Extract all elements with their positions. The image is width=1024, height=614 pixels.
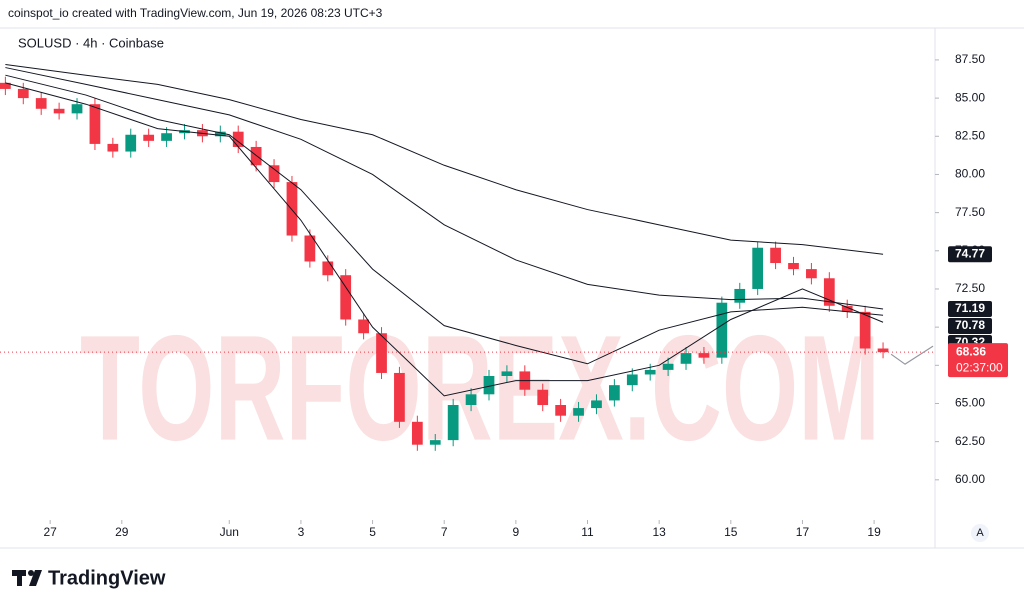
candle-body (877, 348, 889, 353)
header: coinspot_io created with TradingView.com… (8, 6, 383, 20)
y-tick-label: 65.00 (955, 396, 985, 410)
candle-body (35, 98, 47, 109)
candle-body (555, 405, 567, 416)
watermark: TORFOREX.COM (80, 304, 880, 472)
candle-body (0, 82, 11, 89)
candle-body (232, 131, 244, 147)
candle-body (501, 371, 513, 376)
x-tick-label: Jun (220, 525, 239, 539)
x-tick-label: 27 (43, 525, 57, 539)
candle-body (859, 311, 871, 349)
y-tick-label: 82.50 (955, 128, 985, 142)
candle-body (250, 146, 262, 166)
candle-body (143, 134, 155, 141)
candle-body (680, 353, 692, 364)
last-price-tag (948, 343, 1008, 378)
candle-body (17, 88, 29, 99)
candle-body (358, 319, 369, 334)
candle-body (770, 247, 781, 264)
candle-body (268, 165, 280, 183)
moving-average (5, 67, 884, 310)
x-tick-label: 7 (441, 525, 448, 539)
x-tick-label: 13 (652, 525, 666, 539)
price-tag (948, 300, 992, 317)
candle-body (411, 421, 423, 445)
x-tick-label: 11 (581, 525, 594, 539)
countdown: 02:37:00 (956, 360, 1003, 374)
y-tick-label: 60.00 (955, 472, 985, 486)
candle-body (376, 333, 387, 373)
x-tick-label: 3 (298, 525, 305, 539)
candle-body (806, 269, 817, 279)
candle-body (823, 278, 835, 306)
price-tag-label: 70.78 (955, 318, 985, 332)
logo-icon (12, 570, 42, 586)
price-tag-label: 74.77 (955, 246, 985, 260)
moving-average (5, 64, 884, 255)
candle-body (286, 182, 298, 236)
scale-button-label[interactable]: A (976, 527, 984, 539)
candle-body (322, 261, 334, 276)
price-tag-label: 71.19 (955, 301, 985, 315)
candle-body (483, 375, 495, 395)
candle-body (394, 372, 405, 422)
y-tick-label: 85.00 (955, 90, 985, 104)
projection-arrow (890, 345, 934, 365)
candle-body (304, 235, 316, 262)
candle-body (89, 104, 101, 144)
candle-body (429, 440, 441, 445)
x-tick-label: 17 (796, 525, 810, 539)
y-tick-label: 72.50 (955, 281, 985, 295)
y-tick-label: 87.50 (955, 52, 985, 66)
candle-body (447, 405, 459, 441)
candle-body (573, 408, 584, 416)
price-tag (948, 246, 992, 263)
y-tick-label: 80.00 (955, 167, 985, 181)
candle-body (107, 143, 119, 152)
candle-body (698, 353, 710, 358)
candle-body (125, 134, 137, 152)
candle-body (214, 131, 226, 137)
last-price-label: 68.36 (956, 344, 986, 358)
candle-body (644, 369, 656, 375)
candle-body (788, 263, 799, 270)
candle-body (53, 108, 65, 114)
x-tick-label: 19 (867, 525, 881, 539)
candle-body (537, 389, 549, 406)
x-tick-label: 5 (369, 525, 376, 539)
candle-body (465, 394, 477, 406)
footer-logo: TradingView (48, 567, 166, 589)
candle-body (340, 275, 352, 320)
x-tick-label: 15 (724, 525, 738, 539)
plot (0, 64, 935, 451)
candle-body (716, 302, 728, 358)
candle-body (161, 133, 172, 141)
y-tick-label: 62.50 (955, 434, 985, 448)
scale-button[interactable] (971, 524, 989, 542)
candle-body (841, 305, 853, 312)
moving-average (5, 74, 884, 365)
price-tag (948, 317, 992, 334)
candle-body (752, 247, 764, 289)
candle-body (626, 374, 638, 386)
candle-body (662, 363, 674, 370)
candle-body (609, 385, 620, 401)
moving-average (5, 82, 884, 397)
candle-body (734, 288, 746, 303)
chart-title: SOLUSD · 4h · Coinbase (18, 35, 164, 50)
y-tick-label: 77.50 (955, 205, 985, 219)
candle-body (71, 104, 83, 114)
x-tick-label: 9 (513, 525, 520, 539)
x-tick-label: 29 (115, 525, 129, 539)
candle-body (591, 400, 602, 409)
